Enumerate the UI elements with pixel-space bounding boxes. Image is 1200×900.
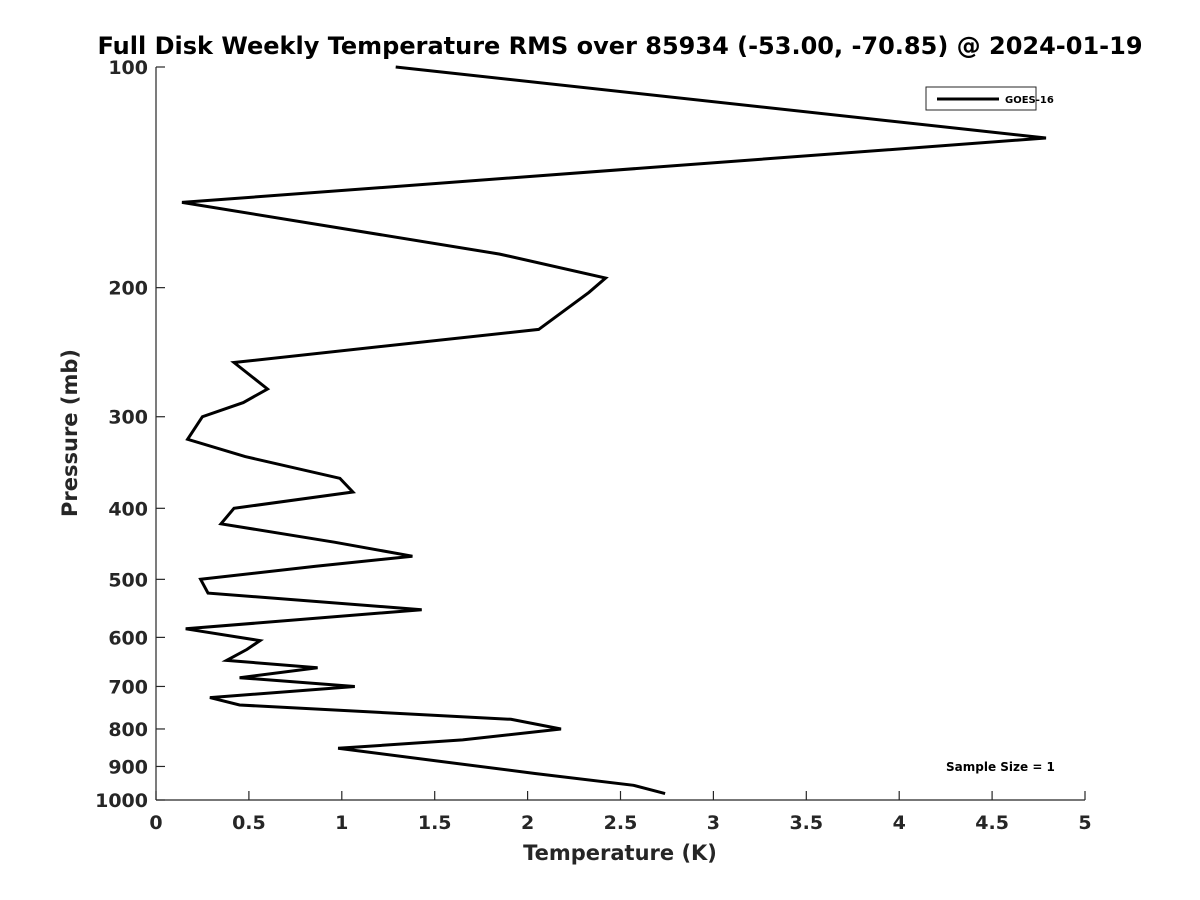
chart-title: Full Disk Weekly Temperature RMS over 85… xyxy=(97,32,1142,60)
y-tick-label: 300 xyxy=(108,407,148,429)
x-tick-label: 0 xyxy=(149,812,162,834)
x-tick-label: 3.5 xyxy=(789,812,823,834)
sample-size-annotation: Sample Size = 1 xyxy=(946,760,1055,774)
y-tick-label: 800 xyxy=(108,719,148,741)
x-tick-label: 3 xyxy=(707,812,720,834)
y-ticks: 100 200 300 400 500 600 700 800 900 1000 xyxy=(95,57,165,812)
y-tick-label: 700 xyxy=(108,676,148,698)
y-tick-label: 200 xyxy=(108,278,148,300)
y-tick-label: 1000 xyxy=(95,790,148,812)
y-tick-label: 100 xyxy=(108,57,148,79)
x-tick-label: 2 xyxy=(521,812,534,834)
y-tick-label: 400 xyxy=(108,498,148,520)
x-tick-label: 5 xyxy=(1078,812,1091,834)
y-axis-label: Pressure (mb) xyxy=(58,349,82,517)
legend-entry-goes-16: GOES-16 xyxy=(1005,95,1054,106)
x-tick-label: 4 xyxy=(893,812,906,834)
y-tick-label: 500 xyxy=(108,569,148,591)
y-tick-label: 900 xyxy=(108,756,148,778)
x-tick-label: 4.5 xyxy=(975,812,1009,834)
legend: GOES-16 xyxy=(925,86,1054,111)
x-tick-label: 2.5 xyxy=(604,812,638,834)
x-tick-label: 0.5 xyxy=(232,812,266,834)
x-ticks: 0 0.5 1 1.5 2 2.5 3 3.5 4 4.5 5 xyxy=(149,791,1092,834)
x-tick-label: 1 xyxy=(335,812,348,834)
x-axis-label: Temperature (K) xyxy=(523,841,717,865)
y-tick-label: 600 xyxy=(108,627,148,649)
series-line-goes-16 xyxy=(181,65,1047,796)
x-tick-label: 1.5 xyxy=(418,812,452,834)
